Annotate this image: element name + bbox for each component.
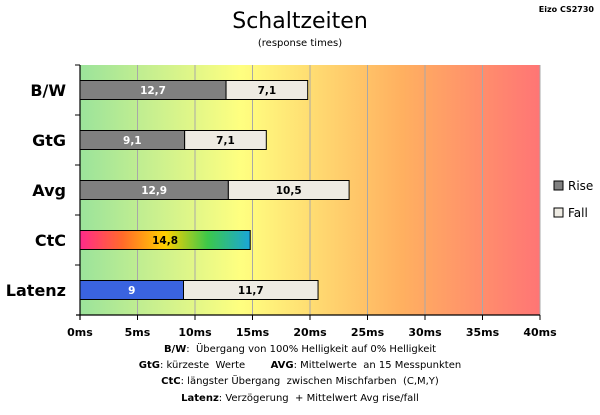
bar-label-rise: 14,8 (152, 235, 178, 247)
footnote-text: : Mittelwerte an 15 Messpunkten (293, 360, 462, 372)
x-tick-label: 35ms (466, 326, 500, 339)
footnote-ctc: CtC: längster Übergang zwischen Mischfar… (0, 374, 600, 390)
footnotes: B/W: Übergang von 100% Helligkeit auf 0%… (0, 342, 600, 407)
bars: 12,7 7,1 9,1 7,1 12,9 10,5 14,8 9 11,7 (79, 80, 350, 300)
footnote-key: GtG (138, 360, 160, 372)
x-tick-label: 20ms (293, 326, 327, 339)
footnote-key: B/W (163, 344, 187, 355)
bar-label-rise: 12,7 (140, 85, 166, 97)
footnote-latenz: Latenz: Verzögerung + Mittelwert Avg ris… (0, 391, 600, 407)
x-tick-label: 25ms (351, 326, 385, 339)
x-tick-label: 0ms (67, 326, 93, 339)
category-labels: B/W GtG Avg CtC Latenz (6, 64, 80, 300)
chart-subtitle: (response times) (258, 38, 342, 49)
footnote-key: Latenz (181, 392, 219, 404)
x-tick-label: 30ms (408, 326, 442, 339)
bar-fall (227, 180, 350, 200)
category-label: B/W (30, 81, 66, 100)
x-axis-ticks: 0ms 5ms 10ms 15ms 20ms 25ms 30ms 35ms 40ms (67, 315, 557, 339)
legend-swatch-rise (553, 180, 564, 191)
legend: Rise Fall (553, 179, 593, 220)
footnote-text: : längster Übergang zwischen Mischfarben… (180, 376, 439, 388)
bar-fall (225, 80, 309, 100)
category-label: Avg (32, 181, 66, 200)
bar-label-rise: 12,9 (141, 185, 167, 197)
legend-label-rise: Rise (568, 179, 593, 193)
footnote-text: : kürzeste Werte (160, 360, 271, 372)
bar-label-fall: 11,7 (238, 285, 264, 297)
monitor-model-label: Eizo CS2730 (539, 5, 595, 14)
bar-label-fall: 7,1 (216, 135, 235, 147)
x-tick-label: 5ms (125, 326, 151, 339)
bar-label-rise: 9,1 (123, 135, 142, 147)
footnote-text: : Übergang von 100% Helligkeit auf 0% He… (186, 344, 437, 355)
category-label: CtC (35, 231, 66, 250)
x-tick-label: 10ms (178, 326, 212, 339)
footnote-gtg-avg: GtG: kürzeste Werte AVG: Mittelwerte an … (0, 358, 600, 374)
legend-label-fall: Fall (568, 206, 588, 220)
footnote-key: AVG (270, 360, 294, 372)
footnote-key: CtC (161, 376, 181, 388)
footnote-text: : Verzögerung + Mittelwert Avg rise/fall (218, 392, 419, 404)
bar-label-fall: 10,5 (276, 185, 302, 197)
category-label: GtG (32, 131, 66, 150)
category-label: Latenz (6, 281, 66, 300)
bar-label-fall: 7,1 (258, 85, 277, 97)
bar-fall (184, 130, 267, 150)
chart-title: Schaltzeiten (232, 9, 368, 34)
bar-label-rise: 9 (128, 285, 135, 297)
x-tick-label: 15ms (236, 326, 270, 339)
x-tick-label: 40ms (523, 326, 557, 339)
bar-fall (183, 280, 319, 300)
legend-swatch-fall (553, 207, 564, 218)
bar-rise (79, 230, 251, 250)
footnote-bw: B/W: Übergang von 100% Helligkeit auf 0%… (0, 342, 600, 358)
